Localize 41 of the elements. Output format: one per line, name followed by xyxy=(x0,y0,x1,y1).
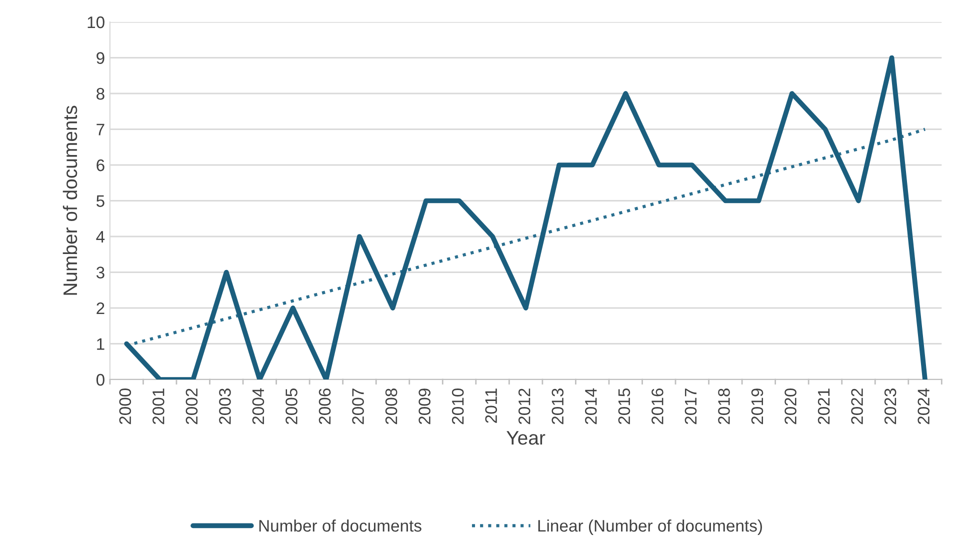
x-tick-label: 2005 xyxy=(286,388,298,424)
y-tick-label: 1 xyxy=(97,338,104,350)
x-tick-label: 2008 xyxy=(385,388,398,424)
y-tick-label: 8 xyxy=(96,88,104,100)
y-tick-label: 6 xyxy=(96,159,104,172)
x-tick-label: 2013 xyxy=(552,388,564,424)
y-tick-label: 9 xyxy=(96,52,104,64)
x-tick-label: 2015 xyxy=(618,388,630,424)
x-tick-label: 2012 xyxy=(518,388,530,424)
y-tick-label: 4 xyxy=(96,231,105,243)
y-tick-label: 2 xyxy=(96,302,104,314)
y-tick-label: 10 xyxy=(88,16,104,28)
line-series xyxy=(124,55,928,380)
x-tick-label: 2019 xyxy=(751,388,764,424)
x-tick-label: 2009 xyxy=(418,388,430,424)
y-tick-label: 7 xyxy=(96,124,104,136)
x-tick-label: 2021 xyxy=(818,388,830,424)
x-tick-label: 2007 xyxy=(352,388,364,424)
legend-label: Linear (Number of documents) xyxy=(538,519,762,535)
x-tick-label: 2001 xyxy=(152,388,164,424)
x-axis-title: Year xyxy=(506,431,546,445)
y-tick-label: 3 xyxy=(96,266,104,278)
x-tick-label: 2004 xyxy=(252,388,264,424)
x-tick-label: 2000 xyxy=(119,388,132,424)
x-tick-label: 2020 xyxy=(784,388,796,424)
x-tick-label: 2011 xyxy=(485,388,498,423)
x-tick-label: 2023 xyxy=(884,388,896,424)
x-tick-label: 2018 xyxy=(718,388,730,424)
x-tick-label: 2002 xyxy=(186,388,198,424)
x-tick-label: 2010 xyxy=(452,388,464,424)
x-tick-label: 2024 xyxy=(918,388,930,424)
y-tick-label: 0 xyxy=(96,374,104,386)
x-tick-label: 2016 xyxy=(652,388,664,424)
x-tick-label: 2017 xyxy=(684,388,697,424)
x-tick-label: 2006 xyxy=(318,388,331,424)
legend-label: Number of documents xyxy=(259,519,422,532)
x-tick-label: 2022 xyxy=(851,388,863,424)
x-tick-label: 2014 xyxy=(585,388,597,424)
y-tick-label: 5 xyxy=(96,195,104,207)
y-axis-title: Number of documents xyxy=(62,106,78,295)
x-tick-label: 2003 xyxy=(219,388,231,424)
